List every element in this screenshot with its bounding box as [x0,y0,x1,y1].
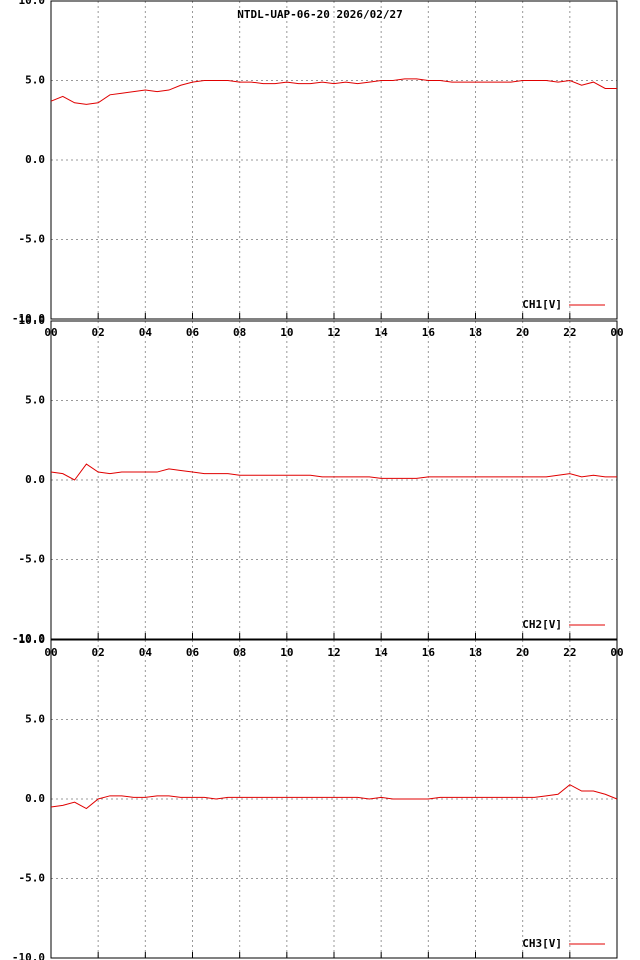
x-tick-label: 02 [92,646,105,659]
y-tick-label: 10.0 [19,0,46,7]
data-line [50,463,617,481]
y-tick-label: -5.0 [19,233,46,246]
y-tick-label: 5.0 [25,74,45,87]
y-tick-label: -10.0 [12,312,45,325]
x-tick-label: 08 [233,646,246,659]
y-tick-label: 0.0 [25,473,45,486]
y-tick-label: 0.0 [25,153,45,166]
legend-label: CH1[V] [522,298,562,311]
y-tick-label: 5.0 [25,713,45,726]
plot-frame [50,320,618,640]
y-tick-label: -10.0 [12,632,45,645]
y-tick-label: 10.0 [19,314,46,327]
y-tick-label: -5.0 [19,872,46,885]
y-tick-label: -10.0 [12,951,45,960]
data-line [50,78,617,105]
x-tick-label: 18 [469,646,482,659]
x-tick-label: 10 [280,646,293,659]
legend-label: CH3[V] [522,937,562,950]
x-tick-label: 16 [422,646,436,659]
y-tick-label: 10.0 [19,633,46,646]
y-tick-label: -5.0 [19,553,46,566]
data-line [50,784,618,810]
y-tick-label: 5.0 [25,394,45,407]
legend-label: CH2[V] [522,618,562,631]
x-tick-label: 20 [516,646,529,659]
y-tick-label: 0.0 [25,792,45,805]
x-tick-label: 04 [139,646,153,659]
x-tick-label: 14 [375,646,389,659]
x-tick-label: 22 [563,646,576,659]
plot-frame [50,0,618,320]
x-tick-label: 06 [186,646,200,659]
chart-title: NTDL-UAP-06-20 2026/02/27 [237,8,403,21]
x-tick-label: 12 [327,646,340,659]
